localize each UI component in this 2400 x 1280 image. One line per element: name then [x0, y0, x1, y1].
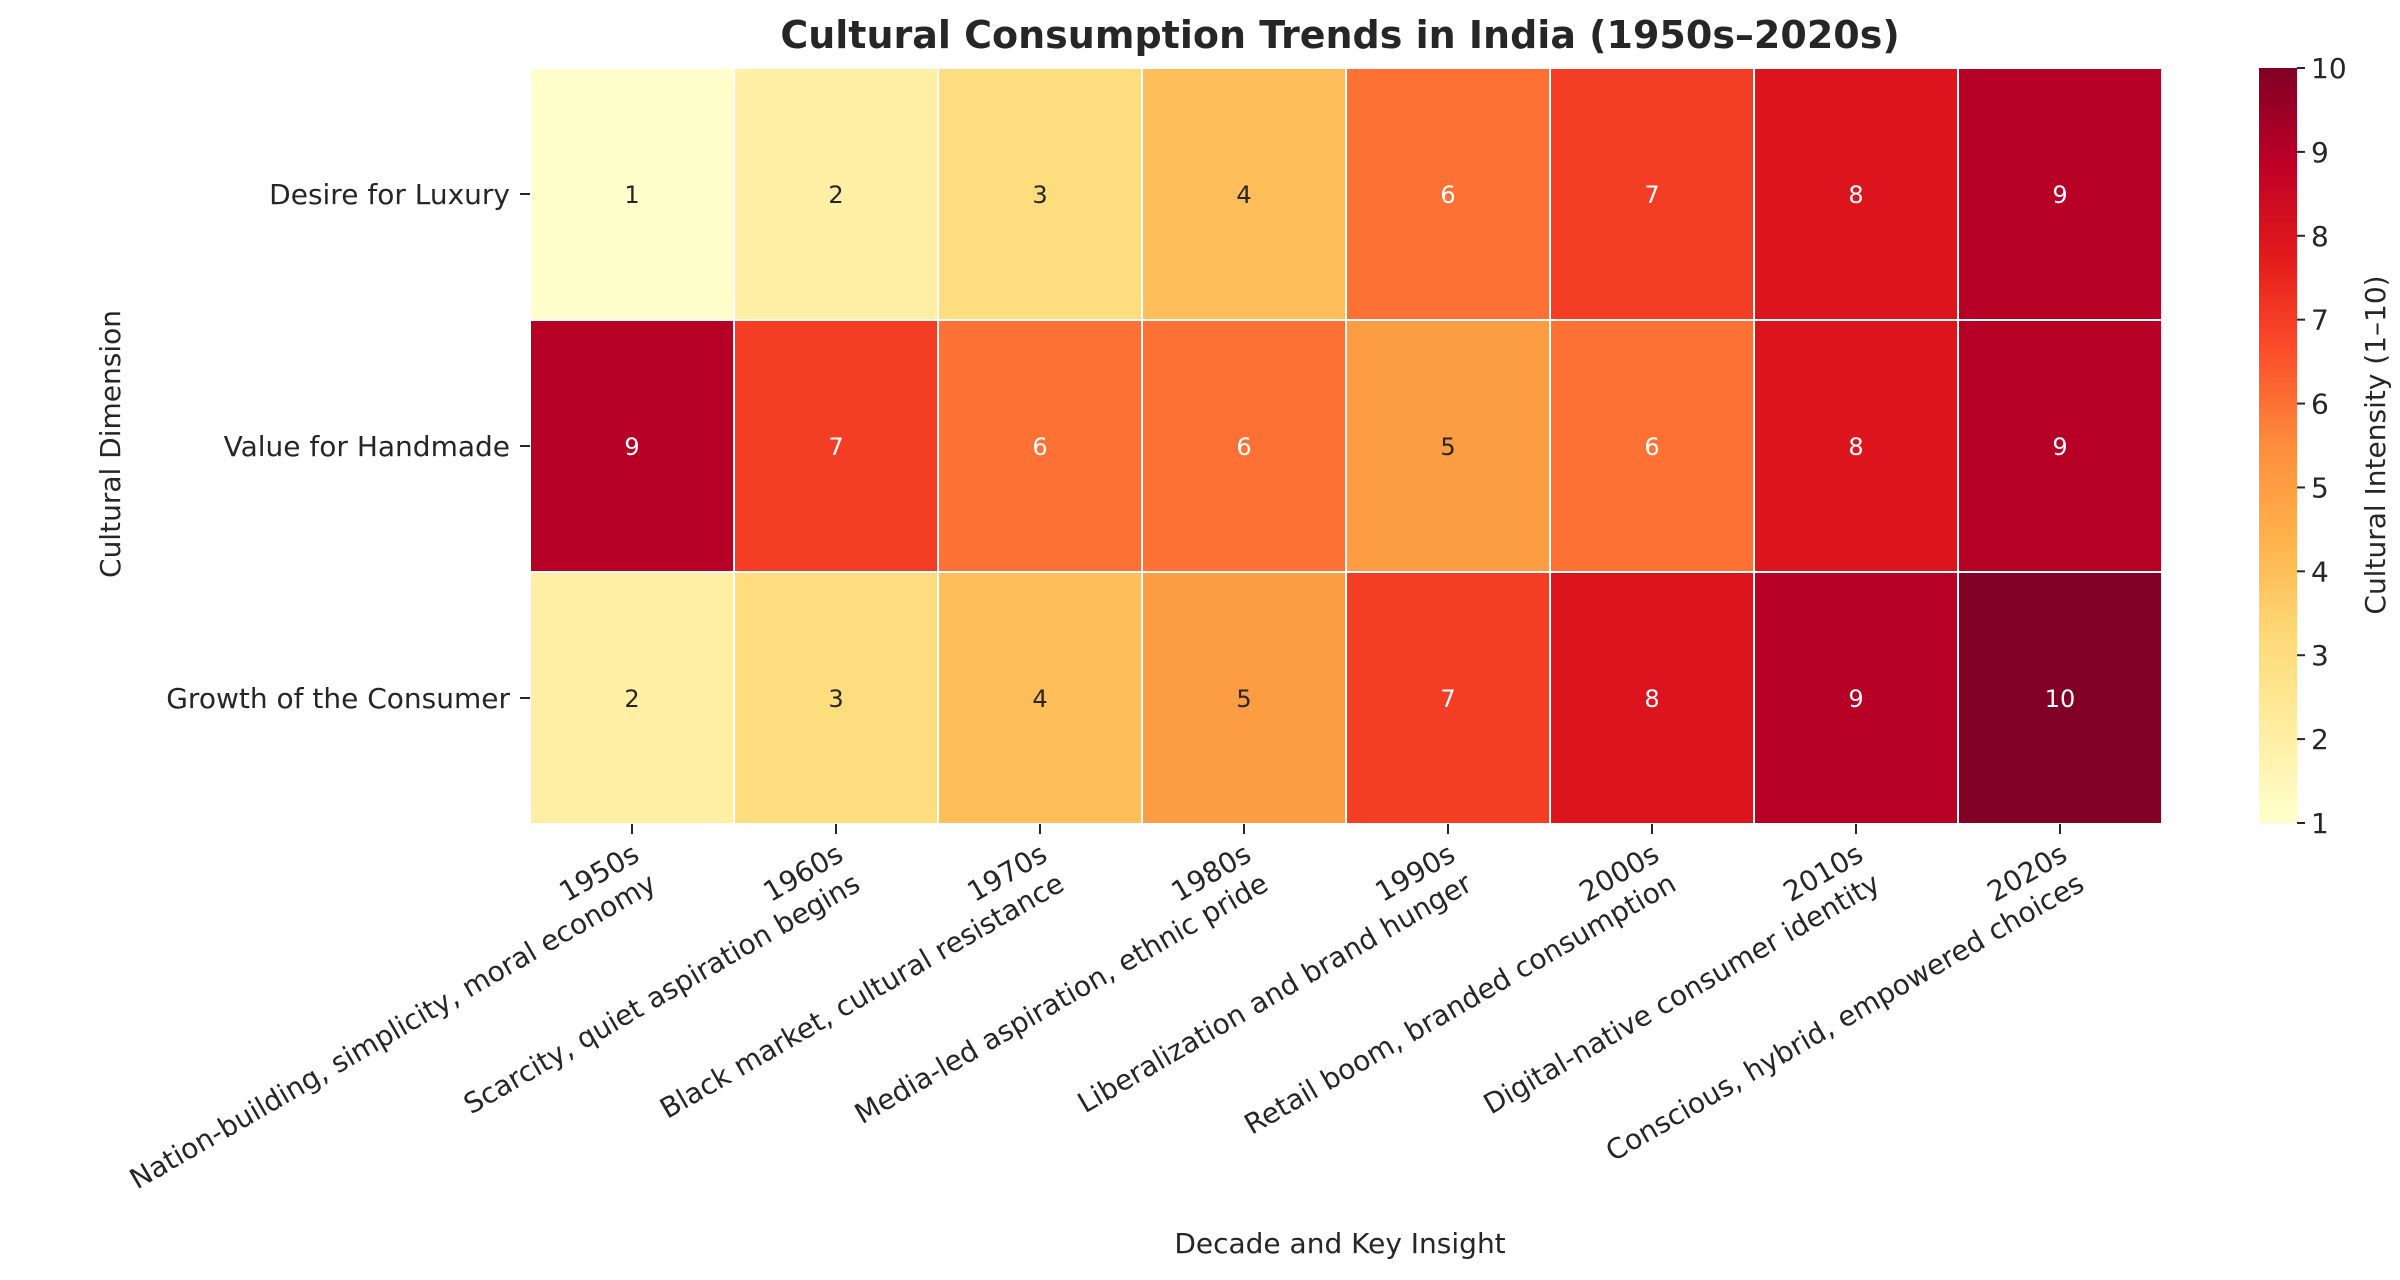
x-tick-insight: Liberalization and brand hunger	[1072, 866, 1478, 1119]
heatmap-cell	[1141, 319, 1347, 573]
colorbar-tick-label: 9	[2311, 136, 2329, 169]
y-tick-label: Desire for Luxury	[269, 178, 510, 211]
heatmap-cell	[733, 67, 939, 321]
chart-title: Cultural Consumption Trends in India (19…	[780, 13, 1899, 57]
heatmap-cell	[733, 571, 939, 825]
colorbar-tick-label: 7	[2311, 304, 2329, 337]
cell-value-label: 5	[1440, 433, 1455, 461]
x-tick-insight: Scarcity, quiet aspiration begins	[458, 867, 866, 1121]
cell-value-label: 9	[1848, 685, 1863, 713]
cell-value-label: 6	[1440, 181, 1455, 209]
heatmap-cell	[1753, 571, 1959, 825]
cell-value-label: 8	[1644, 685, 1659, 713]
cell-value-label: 5	[1236, 685, 1251, 713]
heatmap-cell	[1957, 571, 2163, 825]
cell-value-label: 2	[828, 181, 843, 209]
y-tick-label: Value for Handmade	[224, 430, 510, 463]
cell-value-label: 8	[1848, 181, 1863, 209]
cell-value-label: 3	[1032, 181, 1047, 209]
heatmap-cell	[733, 319, 939, 573]
colorbar-tick-label: 4	[2311, 555, 2329, 588]
cell-value-label: 9	[624, 433, 639, 461]
colorbar-tick-label: 3	[2311, 639, 2329, 672]
heatmap-cell	[529, 67, 735, 321]
cell-value-label: 1	[624, 181, 639, 209]
colorbar-tick-label: 2	[2311, 723, 2329, 756]
y-axis-label: Cultural Dimension	[94, 310, 127, 578]
cell-value-label: 9	[2052, 181, 2067, 209]
heatmap-cell	[1549, 571, 1755, 825]
colorbar-tick-label: 10	[2311, 52, 2347, 85]
heatmap-cell-labels: 1 2 3 4 6 7 8 9 9 7 6 6 5 6 8 9 2 3 4 5 7 8 9 10	[624, 181, 2075, 713]
heatmap-cell	[1141, 571, 1347, 825]
heatmap-cell	[529, 571, 735, 825]
cell-value-label: 2	[624, 685, 639, 713]
cell-value-label: 7	[1644, 181, 1659, 209]
heatmap-cell	[937, 571, 1143, 825]
cell-value-label: 10	[2045, 685, 2076, 713]
x-axis-label: Decade and Key Insight	[1174, 1227, 1505, 1260]
cell-value-label: 7	[828, 433, 843, 461]
heatmap-cell	[1957, 319, 2163, 573]
heatmap-cell	[1345, 571, 1551, 825]
cell-value-label: 9	[2052, 433, 2067, 461]
heatmap-cell	[1957, 67, 2163, 321]
colorbar-ticks: 1 2 3 4 5 6 7 8 9 10	[2297, 52, 2347, 840]
colorbar-tick-label: 8	[2311, 220, 2329, 253]
heatmap-cells	[529, 67, 2163, 825]
y-axis: Desire for Luxury Value for Handmade Growt…	[166, 178, 530, 715]
heatmap-cell	[1549, 67, 1755, 321]
cell-value-label: 6	[1236, 433, 1251, 461]
y-tick-label: Growth of the Consumer	[166, 682, 510, 715]
heatmap-cell	[1345, 319, 1551, 573]
cell-value-label: 6	[1644, 433, 1659, 461]
cell-value-label: 7	[1440, 685, 1455, 713]
x-tick-insight: Media-led aspiration, ethnic pride	[849, 867, 1274, 1131]
heatmap-cell	[937, 67, 1143, 321]
heatmap-cell	[1753, 319, 1959, 573]
colorbar-tick-label: 5	[2311, 471, 2329, 504]
heatmap-cell	[1549, 319, 1755, 573]
colorbar-label: Cultural Intensity (1–10)	[2359, 275, 2392, 614]
cell-value-label: 6	[1032, 433, 1047, 461]
heatmap-cell	[1345, 67, 1551, 321]
colorbar	[2259, 68, 2297, 823]
cell-value-label: 4	[1236, 181, 1251, 209]
colorbar-tick-label: 6	[2311, 388, 2329, 421]
cell-value-label: 3	[828, 685, 843, 713]
x-tick-insight: Retail boom, branded consumption	[1239, 867, 1682, 1142]
cell-value-label: 8	[1848, 433, 1863, 461]
heatmap-cell	[1141, 67, 1347, 321]
cell-value-label: 4	[1032, 685, 1047, 713]
colorbar-tick-label: 1	[2311, 807, 2329, 840]
x-tick-insight: Black market, cultural resistance	[654, 867, 1069, 1126]
colorbar-gradient	[2259, 68, 2297, 823]
x-tick-insight: Digital-native consumer identity	[1478, 867, 1886, 1121]
